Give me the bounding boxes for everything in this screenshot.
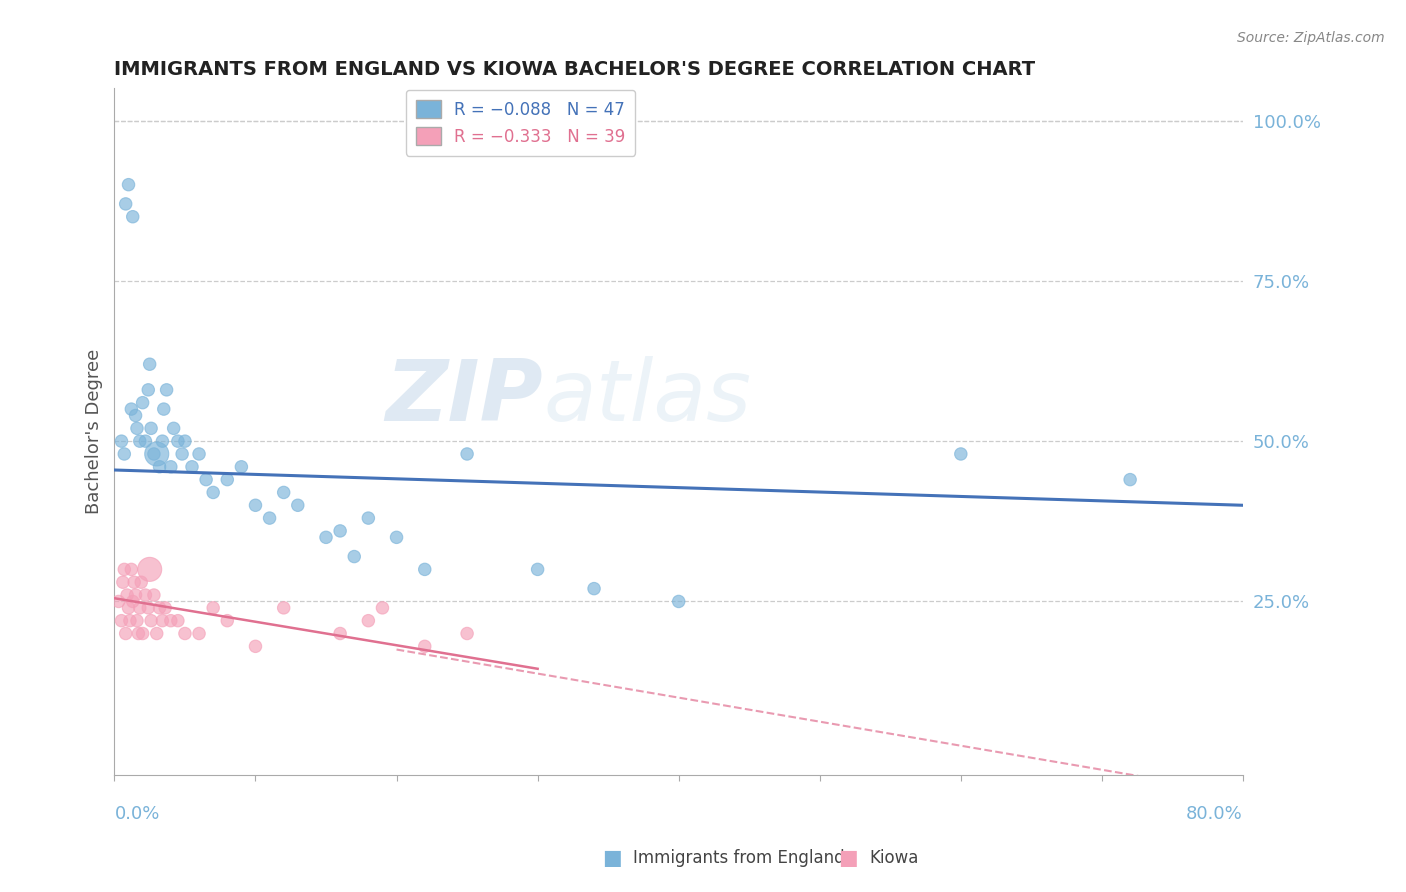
Point [167, 614, 190, 628]
Point [136, 383, 159, 397]
Point [148, 459, 170, 474]
Point [112, 562, 135, 576]
Point [329, 626, 352, 640]
Point [128, 434, 150, 449]
Point [413, 640, 436, 654]
Point [160, 459, 183, 474]
Point [115, 588, 138, 602]
Point [160, 614, 183, 628]
Point [150, 434, 173, 449]
Point [181, 459, 204, 474]
Text: Kiowa: Kiowa [869, 849, 918, 867]
Point [188, 626, 211, 640]
Point [202, 600, 225, 615]
Point [526, 562, 548, 576]
Point [155, 383, 177, 397]
Text: ■: ■ [838, 848, 858, 868]
Point [163, 421, 186, 435]
Point [152, 402, 174, 417]
Point [112, 447, 135, 461]
Point [139, 614, 162, 628]
Point [583, 582, 606, 596]
Point [259, 511, 281, 525]
Point [127, 626, 149, 640]
Text: 80.0%: 80.0% [1187, 805, 1243, 823]
Point [371, 600, 394, 615]
Point [357, 614, 380, 628]
Point [122, 575, 145, 590]
Point [315, 530, 337, 544]
Point [121, 210, 143, 224]
Point [148, 600, 170, 615]
Point [121, 594, 143, 608]
Text: ZIP: ZIP [385, 356, 543, 439]
Point [134, 588, 156, 602]
Point [110, 434, 132, 449]
Point [188, 447, 211, 461]
Point [138, 357, 160, 371]
Point [142, 447, 165, 461]
Point [217, 614, 239, 628]
Point [245, 640, 267, 654]
Point [949, 447, 972, 461]
Point [287, 498, 309, 512]
Point [456, 626, 478, 640]
Text: IMMIGRANTS FROM ENGLAND VS KIOWA BACHELOR'S DEGREE CORRELATION CHART: IMMIGRANTS FROM ENGLAND VS KIOWA BACHELO… [114, 60, 1036, 78]
Legend: R = −0.088   N = 47, R = −0.333   N = 39: R = −0.088 N = 47, R = −0.333 N = 39 [406, 90, 636, 155]
Y-axis label: Bachelor's Degree: Bachelor's Degree [86, 349, 103, 514]
Point [124, 409, 146, 423]
Point [110, 614, 132, 628]
Point [131, 395, 153, 409]
Point [124, 588, 146, 602]
Point [134, 434, 156, 449]
Point [273, 600, 295, 615]
Point [150, 614, 173, 628]
Point [131, 626, 153, 640]
Point [1119, 473, 1142, 487]
Point [114, 197, 136, 211]
Point [139, 421, 162, 435]
Text: atlas: atlas [543, 356, 751, 439]
Point [217, 473, 239, 487]
Point [273, 485, 295, 500]
Point [117, 600, 139, 615]
Point [128, 600, 150, 615]
Point [129, 575, 152, 590]
Point [120, 562, 142, 576]
Point [145, 626, 167, 640]
Point [231, 459, 253, 474]
Point [125, 614, 148, 628]
Point [125, 421, 148, 435]
Point [111, 575, 134, 590]
Point [107, 594, 129, 608]
Point [142, 588, 165, 602]
Point [174, 626, 197, 640]
Text: Source: ZipAtlas.com: Source: ZipAtlas.com [1237, 31, 1385, 45]
Text: 0.0%: 0.0% [114, 805, 160, 823]
Point [456, 447, 478, 461]
Point [413, 562, 436, 576]
Text: ■: ■ [602, 848, 621, 868]
Text: Immigrants from England: Immigrants from England [633, 849, 845, 867]
Point [668, 594, 690, 608]
Point [245, 498, 267, 512]
Point [329, 524, 352, 538]
Point [167, 434, 190, 449]
Point [153, 600, 176, 615]
Point [118, 614, 141, 628]
Point [385, 530, 408, 544]
Point [138, 562, 160, 576]
Point [343, 549, 366, 564]
Point [117, 178, 139, 192]
Point [202, 485, 225, 500]
Point [136, 600, 159, 615]
Point [145, 447, 167, 461]
Point [174, 434, 197, 449]
Point [172, 447, 194, 461]
Point [114, 626, 136, 640]
Point [120, 402, 142, 417]
Point [195, 473, 218, 487]
Point [357, 511, 380, 525]
